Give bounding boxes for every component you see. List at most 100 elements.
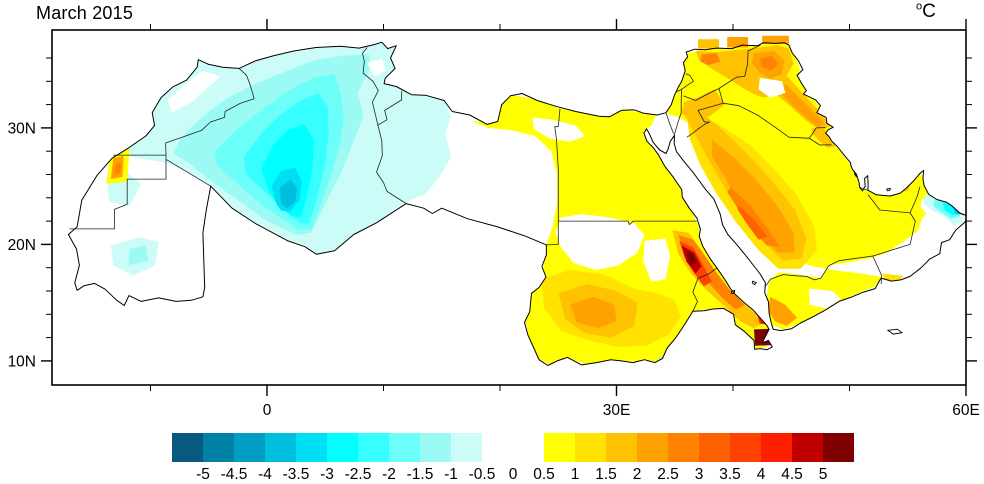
data-patch [768, 296, 798, 326]
colorbar-cell [513, 433, 544, 462]
data-patch [569, 296, 617, 329]
colorbar-tick-label: 4 [757, 466, 766, 483]
y-axis-tick-label: 30N [8, 120, 36, 137]
country-border [673, 89, 683, 136]
island-outline [886, 328, 904, 335]
country-border [558, 220, 697, 225]
country-border [809, 137, 832, 146]
colorbar-cell [730, 433, 761, 462]
colorbar-cell [482, 433, 513, 462]
country-border [872, 255, 882, 285]
colorbar-tick-label: 2.5 [657, 466, 679, 483]
colorbar-cell [699, 433, 730, 462]
data-patch [700, 53, 721, 65]
x-axis-tick-label: 30E [603, 402, 631, 419]
country-border [859, 186, 868, 191]
colorbar-cell [451, 433, 482, 462]
country-border [718, 44, 761, 89]
colorbar-cell [234, 433, 265, 462]
colorbar-tick-label: 3.5 [719, 466, 741, 483]
country-border [765, 255, 873, 287]
colorbar-cell [420, 433, 451, 462]
country-border [376, 125, 407, 204]
colorbar-tick-label: 3 [695, 466, 704, 483]
data-patch [727, 37, 749, 48]
country-border [686, 102, 724, 138]
data-patch [114, 162, 122, 175]
country-border [165, 158, 211, 187]
colorbar-tick-label: -4 [258, 466, 272, 483]
country-border [867, 194, 911, 214]
data-patch [712, 139, 795, 253]
country-border [683, 88, 720, 101]
data-patch [737, 204, 767, 240]
colorbar-tick-label: -1.5 [407, 466, 434, 483]
colorbar-cell [389, 433, 420, 462]
colorbar-tick-label: 1 [571, 466, 580, 483]
colorbar-tick-label: -2.5 [345, 466, 372, 483]
colorbar-tick-label: 0.5 [533, 466, 555, 483]
data-patch [758, 77, 786, 98]
data-patch [762, 35, 789, 44]
data-patch [759, 55, 779, 71]
colorbar-cell [172, 433, 203, 462]
colorbar-cell [792, 433, 823, 462]
data-patch [666, 42, 947, 330]
colorbar-tick-label: 4.5 [781, 466, 803, 483]
data-patch [367, 59, 386, 77]
country-border [675, 73, 694, 93]
colorbar-cell [203, 433, 234, 462]
colorbar-tick-label: -5 [196, 466, 210, 483]
data-patch [780, 83, 825, 128]
colorbar-tick-label: -3 [320, 466, 334, 483]
island-outline [854, 170, 858, 178]
island-outline [886, 187, 891, 192]
x-axis-tick-label: 0 [263, 402, 272, 419]
colorbar: -5 -4.5 -4 -3.5 -3 -2.5 -2 -1.5 -1 -0.5 0 0.5 1 1.5 2 2… [172, 433, 854, 483]
colorbar-tick-label: 1.5 [595, 466, 617, 483]
data-patch [532, 117, 585, 142]
colorbar-tick-label: -2 [382, 466, 396, 483]
colorbar-tick-label: -0.5 [469, 466, 496, 483]
unit-letter: C [922, 1, 936, 22]
data-patch [168, 70, 221, 113]
country-border [872, 212, 916, 257]
country-border [362, 47, 379, 126]
colorbar-cell [575, 433, 606, 462]
colorbar-cell [606, 433, 637, 462]
country-border [165, 68, 255, 156]
data-patch [279, 179, 298, 209]
colorbar-tick-label: -1 [444, 466, 458, 483]
colorbar-tick-label: -3.5 [283, 466, 310, 483]
colorbar-tick-label: -4.5 [221, 466, 248, 483]
y-axis-tick-label: 20N [8, 237, 36, 254]
country-border [808, 127, 826, 139]
country-border [723, 102, 810, 139]
data-patch [128, 245, 149, 266]
colorbar-cell [544, 433, 575, 462]
colorbar-cell [668, 433, 699, 462]
data-patch [727, 187, 780, 247]
colorbar-tick-label: 2 [633, 466, 642, 483]
colorbar-cell [358, 433, 389, 462]
data-patch [686, 250, 697, 266]
country-border [377, 90, 403, 126]
figure-title: March 2015 [36, 3, 134, 23]
colorbar-cell [265, 433, 296, 462]
colorbar-tick-label: 5 [819, 466, 828, 483]
country-border [909, 186, 921, 214]
country-border [692, 267, 717, 312]
degree-symbol: o [916, 0, 923, 13]
island-outline [751, 280, 758, 286]
country-border [69, 155, 167, 230]
map-frame [51, 29, 967, 386]
data-patch [555, 214, 645, 270]
colorbar-tick-label: 0 [509, 466, 518, 483]
data-patch [812, 127, 836, 148]
country-border [546, 221, 559, 246]
data-patch [698, 39, 719, 49]
island-outline [730, 289, 736, 294]
